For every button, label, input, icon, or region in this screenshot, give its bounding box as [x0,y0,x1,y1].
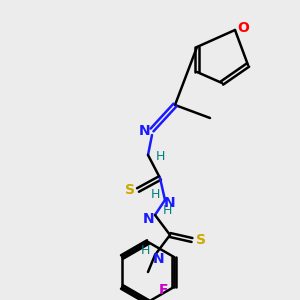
Text: H: H [150,188,160,202]
Text: H: H [155,151,165,164]
Text: N: N [139,124,151,138]
Text: N: N [153,252,165,266]
Text: H: H [162,203,172,217]
Text: S: S [196,233,206,247]
Text: S: S [125,183,135,197]
Text: O: O [237,21,249,35]
Text: H: H [140,244,150,256]
Text: N: N [143,212,155,226]
Text: N: N [164,196,176,210]
Text: F: F [159,283,169,297]
